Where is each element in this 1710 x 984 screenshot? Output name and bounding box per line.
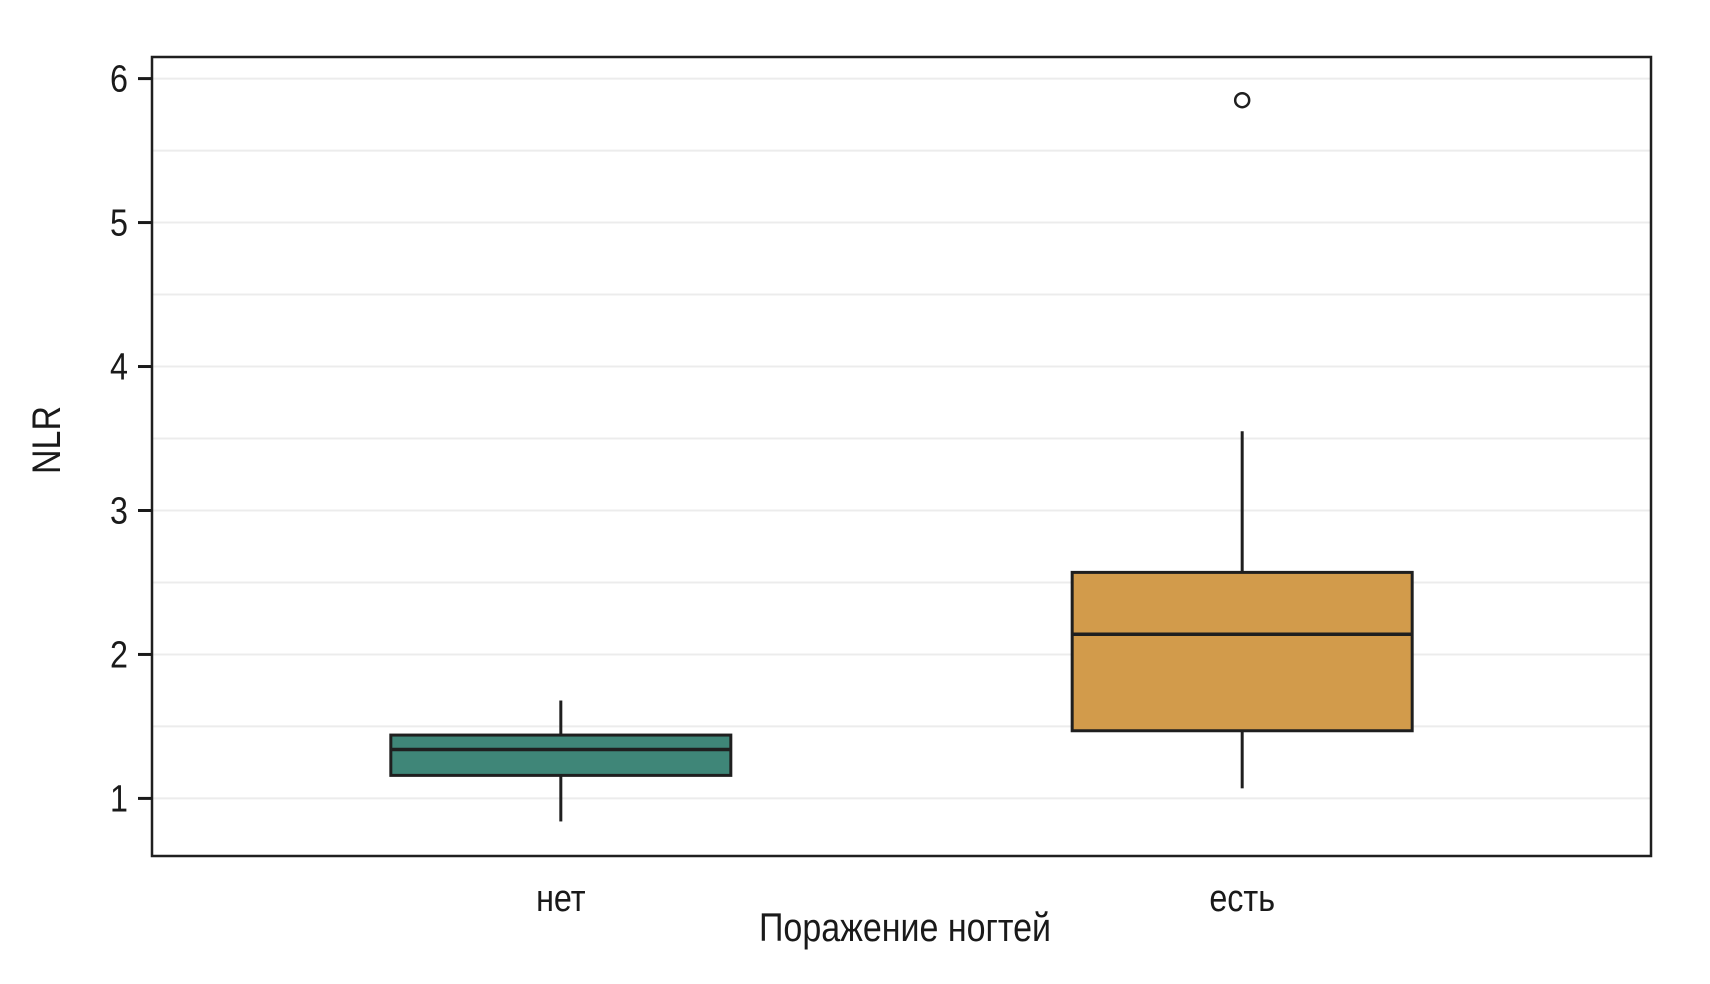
y-tick-label: 1 <box>110 778 128 820</box>
y-ticks-group: 1 2 3 4 5 6 <box>110 58 152 820</box>
plot-frame <box>150 55 1653 858</box>
boxes-group <box>389 91 1414 822</box>
x-axis-title: Поражение ногтей <box>759 904 1051 949</box>
gridlines-group <box>152 77 1651 800</box>
box-0 <box>389 733 733 777</box>
x-category-label: нет <box>536 878 586 920</box>
y-tick-label: 5 <box>110 202 128 244</box>
y-tick-label: 3 <box>110 490 128 532</box>
outlier-point <box>1233 91 1251 109</box>
y-tick-label: 2 <box>110 634 128 676</box>
y-axis-label: NLR <box>23 406 68 474</box>
y-tick-label: 4 <box>110 346 128 388</box>
x-category-labels-group: нет есть <box>536 878 1275 920</box>
y-tick-label: 6 <box>110 58 128 100</box>
x-category-label: есть <box>1209 878 1275 920</box>
box-1 <box>1070 570 1414 733</box>
